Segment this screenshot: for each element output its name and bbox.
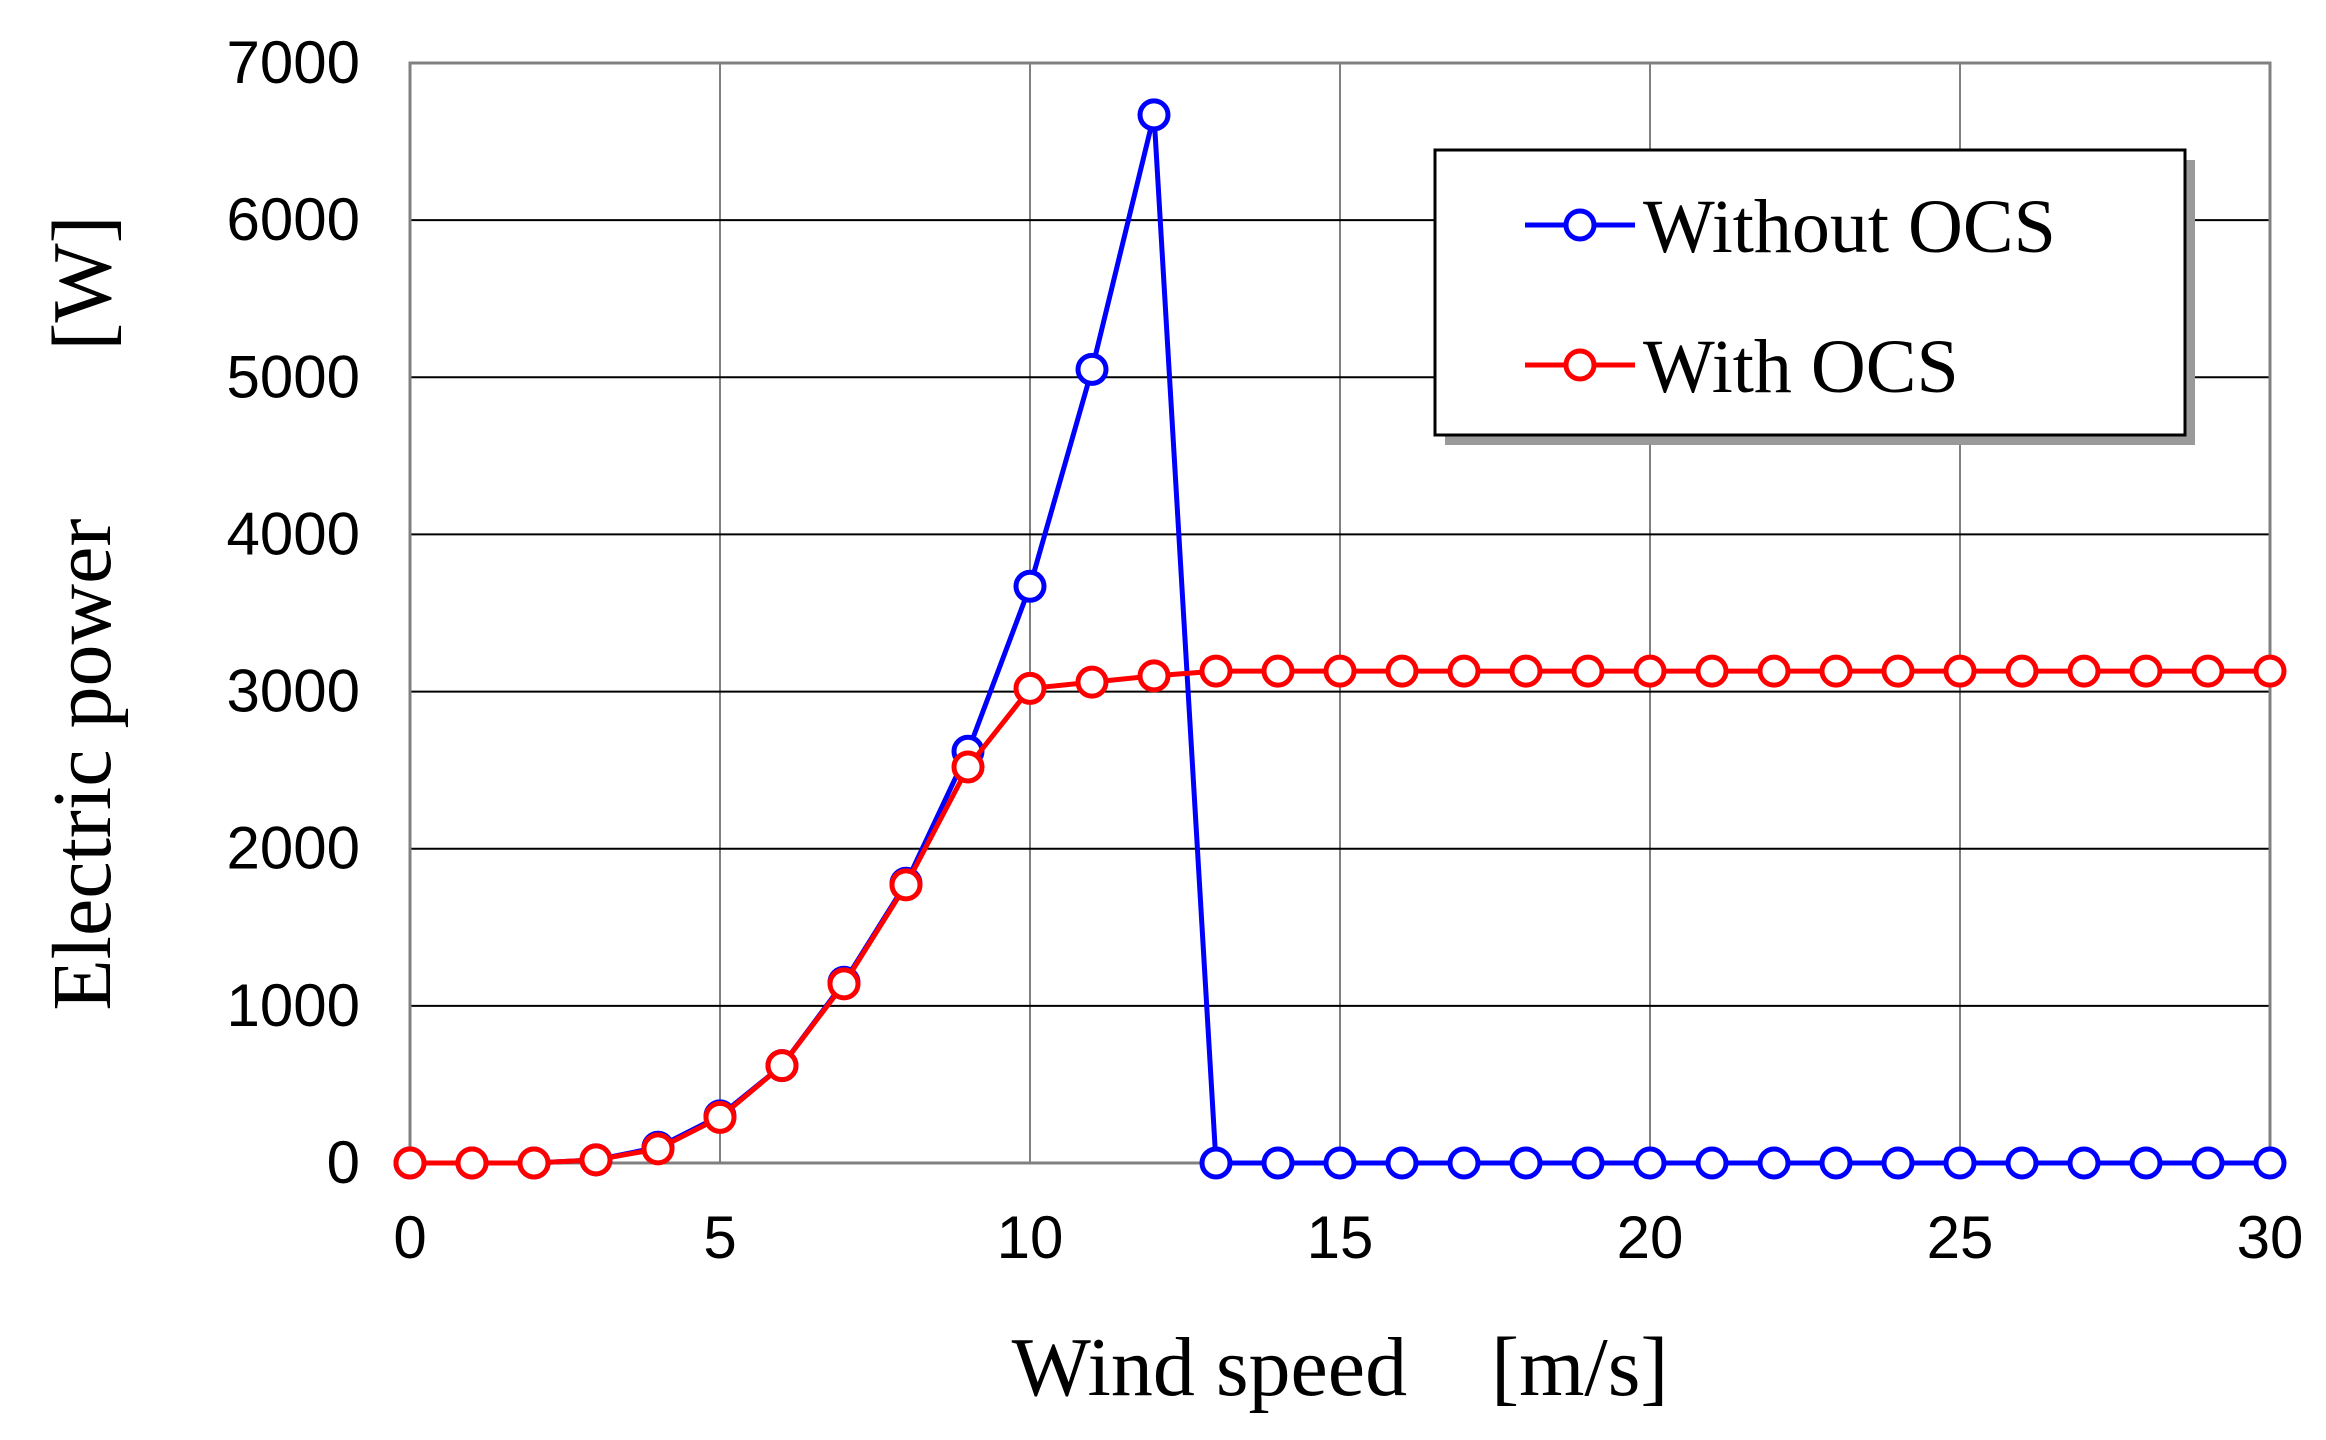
y-tick-label: 5000 (227, 343, 360, 410)
data-point (1013, 671, 1047, 705)
data-point (1261, 654, 1295, 688)
data-point (579, 1143, 613, 1177)
data-point (1199, 654, 1233, 688)
y-tick-label: 6000 (227, 186, 360, 253)
data-point (2129, 1146, 2163, 1180)
data-point (1757, 1146, 1791, 1180)
data-point (1447, 1146, 1481, 1180)
x-axis-title: Wind speed [m/s] (1012, 1321, 1669, 1414)
data-point (1075, 352, 1109, 386)
data-point (455, 1146, 489, 1180)
data-point (641, 1132, 675, 1166)
data-point (1695, 1146, 1729, 1180)
data-point (1633, 654, 1667, 688)
legend-marker-with-ocs (1563, 348, 1597, 382)
data-point (1509, 1146, 1543, 1180)
data-point (2067, 1146, 2101, 1180)
data-point (889, 868, 923, 902)
data-point (1323, 654, 1357, 688)
data-point (1819, 1146, 1853, 1180)
data-point (393, 1146, 427, 1180)
data-point (1075, 665, 1109, 699)
data-point (1013, 569, 1047, 603)
data-point (1385, 1146, 1419, 1180)
y-tick-label: 1000 (227, 972, 360, 1039)
y-tick-label: 4000 (227, 500, 360, 567)
data-point (1571, 1146, 1605, 1180)
legend-entry-without-ocs: Without OCS (1525, 185, 2056, 269)
data-point (1323, 1146, 1357, 1180)
tick-labels: 0 5 10 15 20 25 30 0 1000 2000 3000 4000 5000 6000 700… (227, 29, 2304, 1271)
data-point (1881, 654, 1915, 688)
data-point (1695, 654, 1729, 688)
data-point (951, 750, 985, 784)
x-tick-label: 30 (2237, 1204, 2304, 1271)
data-point (2129, 654, 2163, 688)
x-tick-label: 10 (997, 1204, 1064, 1271)
data-point (2191, 1146, 2225, 1180)
data-point (2067, 654, 2101, 688)
x-tick-label: 25 (1927, 1204, 1994, 1271)
data-point (1509, 654, 1543, 688)
y-tick-label: 7000 (227, 29, 360, 96)
x-tick-label: 20 (1617, 1204, 1684, 1271)
data-point (1943, 1146, 1977, 1180)
data-point (2191, 654, 2225, 688)
data-point (1447, 654, 1481, 688)
data-point (1633, 1146, 1667, 1180)
data-point (517, 1146, 551, 1180)
data-point (1137, 659, 1171, 693)
data-point (1881, 1146, 1915, 1180)
x-tick-label: 5 (703, 1204, 736, 1271)
x-tick-label: 0 (393, 1204, 426, 1271)
data-point (1757, 654, 1791, 688)
y-axis-title: Electric power [W] (36, 215, 129, 1010)
series-with-ocs (393, 654, 2287, 1180)
y-tick-label: 0 (327, 1129, 360, 1196)
legend-label-with-ocs: With OCS (1643, 325, 1959, 409)
y-tick-label: 2000 (227, 815, 360, 882)
legend-box (1433, 148, 2187, 437)
data-point (1199, 1146, 1233, 1180)
series-layer (393, 98, 2287, 1180)
data-point (703, 1100, 737, 1134)
x-tick-label: 15 (1307, 1204, 1374, 1271)
data-point (1571, 654, 1605, 688)
legend-marker-without-ocs (1563, 208, 1597, 242)
data-point (1819, 654, 1853, 688)
y-tick-label: 3000 (227, 658, 360, 725)
legend: Without OCS With OCS (1433, 148, 2195, 445)
data-point (1137, 98, 1171, 132)
legend-label-without-ocs: Without OCS (1643, 185, 2056, 269)
data-point (765, 1049, 799, 1083)
data-point (827, 967, 861, 1001)
data-point (1943, 654, 1977, 688)
data-point (2253, 654, 2287, 688)
data-point (1261, 1146, 1295, 1180)
data-point (2005, 1146, 2039, 1180)
data-point (1385, 654, 1419, 688)
data-point (2253, 1146, 2287, 1180)
data-point (2005, 654, 2039, 688)
legend-entry-with-ocs: With OCS (1525, 325, 1959, 409)
